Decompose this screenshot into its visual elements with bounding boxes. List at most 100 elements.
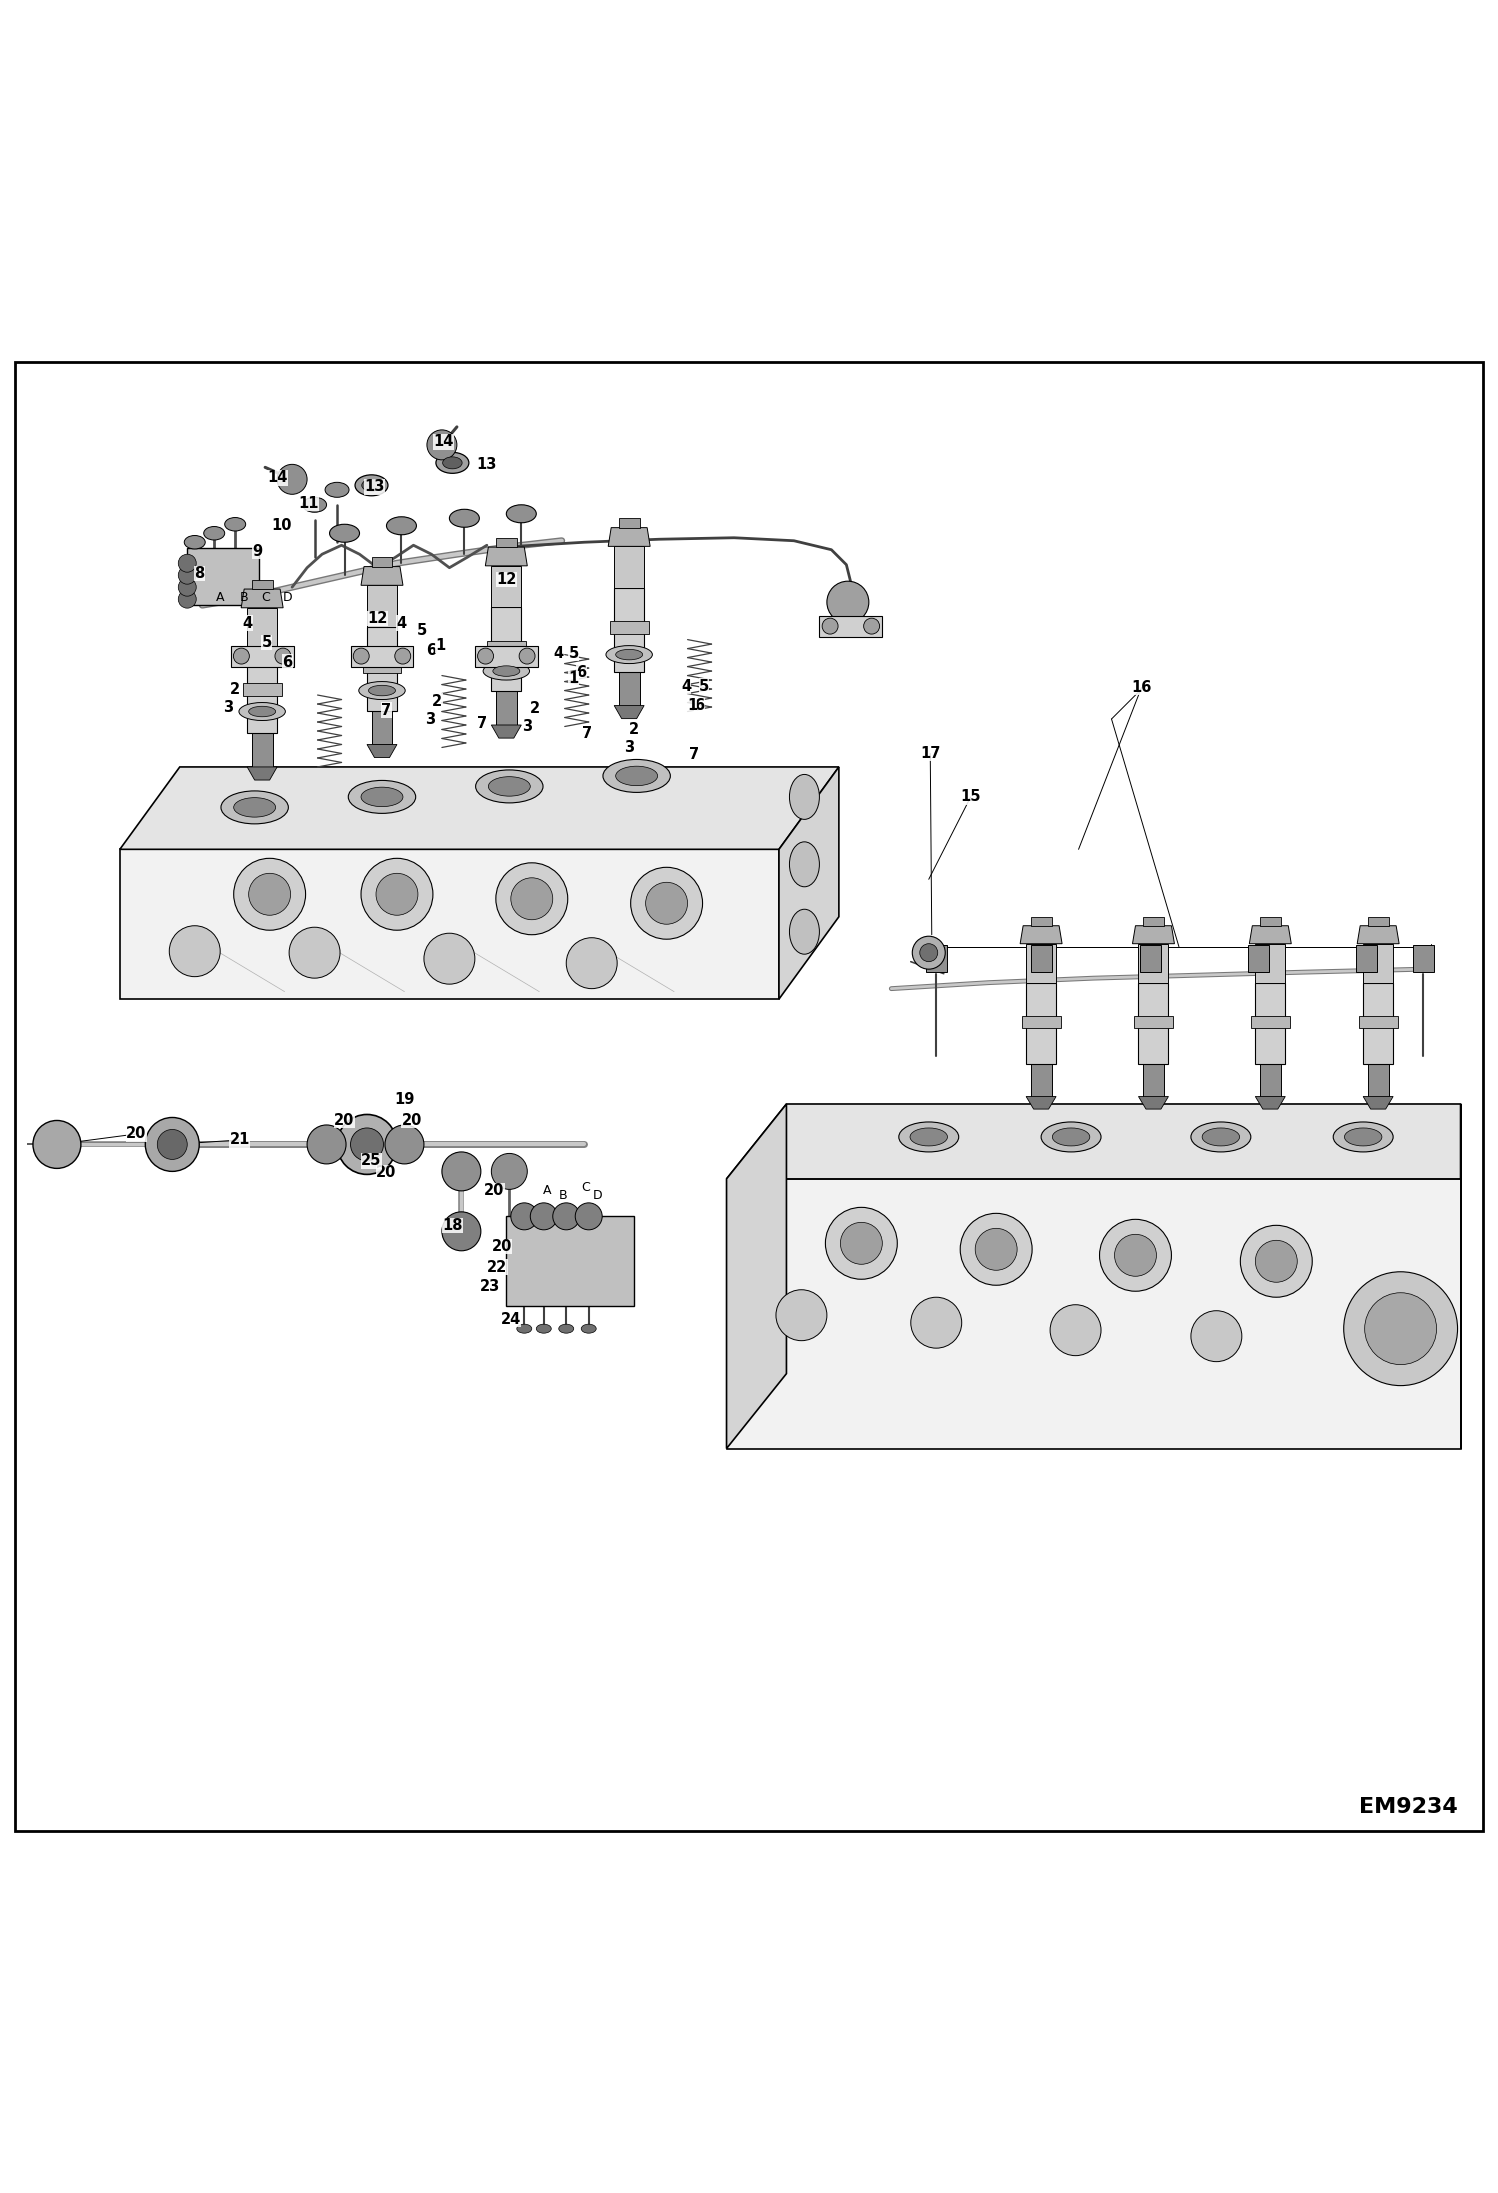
Bar [1248,945,1269,971]
Text: 7: 7 [382,702,391,717]
Text: 7: 7 [478,715,487,730]
Circle shape [825,1208,897,1279]
Bar [1260,917,1281,925]
Polygon shape [361,566,403,586]
Polygon shape [241,590,283,607]
Bar [819,616,882,636]
Text: 21: 21 [229,1132,250,1147]
Text: D: D [283,592,292,603]
Polygon shape [1026,1096,1056,1110]
Text: 25: 25 [361,1154,382,1169]
Circle shape [178,579,196,596]
Polygon shape [1357,925,1399,943]
Text: 18: 18 [442,1217,463,1232]
Text: 2: 2 [629,721,638,737]
Text: 3: 3 [425,711,434,726]
Text: 4: 4 [243,616,252,632]
Text: 16: 16 [1131,680,1152,695]
Circle shape [1100,1219,1171,1292]
Text: 12: 12 [367,612,388,627]
Bar [1368,917,1389,925]
Circle shape [424,934,475,985]
Bar [367,627,397,711]
Ellipse shape [616,649,643,660]
Text: 6: 6 [577,664,586,680]
Text: 14: 14 [267,469,288,485]
Circle shape [1115,1235,1156,1276]
Polygon shape [1132,925,1174,943]
Circle shape [1240,1226,1312,1298]
Text: 4: 4 [682,678,691,693]
Bar [1251,1015,1290,1029]
Circle shape [33,1121,81,1169]
Circle shape [1050,1305,1101,1355]
Circle shape [520,649,535,664]
Circle shape [169,925,220,976]
Bar [1260,1064,1281,1096]
Ellipse shape [506,504,536,522]
Bar [1134,1015,1173,1029]
Bar [1356,945,1377,971]
Circle shape [920,943,938,963]
Text: 20: 20 [334,1114,355,1127]
Bar [1143,917,1164,925]
Circle shape [178,566,196,583]
Bar [1031,1064,1052,1096]
Text: 10: 10 [271,518,292,533]
Bar [475,645,538,667]
Circle shape [385,1125,424,1164]
Bar [252,732,273,768]
Ellipse shape [325,482,349,498]
Text: 6: 6 [695,697,704,713]
Text: 7: 7 [689,748,698,763]
Circle shape [975,1228,1017,1270]
Text: 17: 17 [920,746,941,761]
Circle shape [511,1202,538,1230]
Text: 19: 19 [394,1092,415,1107]
Text: B: B [240,592,249,603]
Ellipse shape [436,452,469,474]
Bar [247,649,277,732]
Circle shape [553,1202,580,1230]
Circle shape [361,857,433,930]
Bar [506,1217,634,1307]
Text: 7: 7 [583,726,592,741]
Circle shape [442,1151,481,1191]
Bar [1026,943,1056,982]
Text: 13: 13 [476,456,497,471]
Circle shape [960,1213,1032,1285]
Ellipse shape [605,645,653,664]
Ellipse shape [449,509,479,526]
Ellipse shape [476,770,544,803]
Ellipse shape [386,518,416,535]
Text: 3: 3 [223,700,232,715]
Bar [619,518,640,529]
Ellipse shape [1041,1123,1101,1151]
Text: B: B [559,1189,568,1202]
Circle shape [249,873,291,914]
Polygon shape [491,726,521,739]
Polygon shape [1363,1096,1393,1110]
Circle shape [376,873,418,914]
Circle shape [145,1118,199,1171]
Text: 20: 20 [126,1127,147,1140]
Ellipse shape [1191,1123,1251,1151]
Bar [1363,943,1393,982]
Text: 11: 11 [298,496,319,511]
Text: 22: 22 [487,1259,508,1274]
Circle shape [491,1154,527,1189]
Text: 3: 3 [625,739,634,754]
Ellipse shape [1201,1127,1239,1147]
Polygon shape [120,849,779,1000]
Ellipse shape [789,842,819,886]
Bar [926,945,947,971]
Text: 5: 5 [418,623,427,638]
Circle shape [530,1202,557,1230]
Ellipse shape [361,787,403,807]
Ellipse shape [482,662,530,680]
Text: 9: 9 [253,544,262,559]
Text: 20: 20 [376,1164,397,1180]
Polygon shape [247,768,277,781]
Circle shape [827,581,869,623]
Polygon shape [727,1180,1461,1450]
